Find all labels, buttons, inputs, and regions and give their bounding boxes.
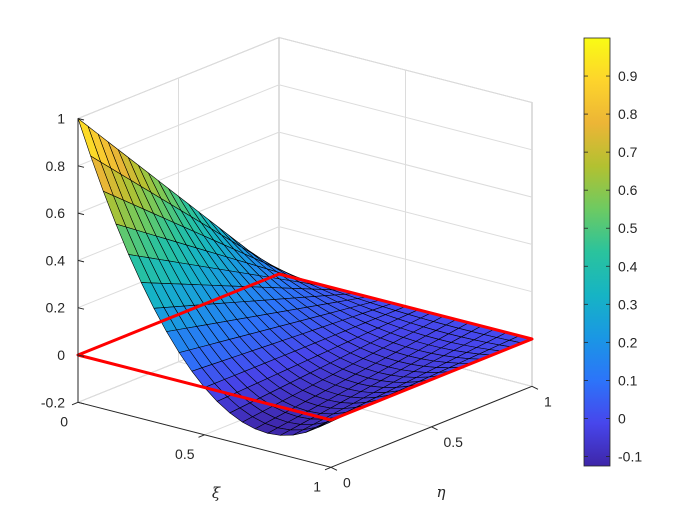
colorbar: -0.1 0 0.1 0.2 0.3 0.4 0.5 0.6 0.7 0.8 0.9 [583,37,642,467]
z-tick-label: -0.2 [41,394,65,410]
colorbar-tick-label: 0.7 [618,144,638,160]
x-tick-label: 1 [313,478,321,494]
y-tick-label: 1 [544,393,552,409]
colorbar-tick-label: 0.5 [618,220,638,236]
y-tick-mark [531,385,539,390]
z-tick-label: 0.2 [46,300,66,316]
surface-mesh [77,118,533,436]
z-gridline [77,84,533,167]
colorbar-tick-label: 0 [618,410,626,426]
z-tick-mark [77,118,85,121]
colorbar-tick-label: 0.2 [618,334,638,350]
colorbar-bar [583,37,611,467]
x-tick-mark [324,466,332,471]
x-tick-mark [198,434,205,438]
z-tick-mark [77,212,85,216]
x-tick-label: 0 [60,413,68,429]
y-tick-mark [330,466,338,471]
z-tick-label: 1 [57,111,65,127]
z-tick-mark [77,307,85,310]
x-axis-label: ξ [212,484,221,502]
colorbar-tick-label: 0.9 [618,68,638,84]
colorbar-tick-label: -0.1 [618,448,642,464]
y-tick-label: 0 [343,474,351,490]
y-axis-label: η [437,483,446,501]
colorbar-tick-label: 0.4 [618,258,638,274]
reference-square [76,272,534,422]
z-tick-label: 0 [57,347,65,363]
z-gridline [77,36,533,119]
colorbar-tick-label: 0.1 [618,372,638,388]
colorbar-tick-label: 0.6 [618,182,638,198]
axis-ticks: -0.2 0 0.2 0.4 0.6 0.8 1 0 0.5 1 0 0.5 1 [41,111,552,495]
z-tick-mark [77,354,85,357]
z-tick-label: 0.6 [46,205,66,221]
x-tick-label: 0.5 [175,446,195,462]
z-tick-label: 0.8 [46,158,66,174]
z-tick-mark [77,259,85,263]
y-tick-mark [431,426,438,431]
reference-element-outline [76,272,534,422]
colorbar-tick-label: 0.3 [618,296,638,312]
x-tick-mark [71,401,79,406]
z-tick-mark [77,165,85,168]
colorbar-tick-label: 0.8 [618,106,638,122]
z-tick-label: 0.4 [46,252,66,268]
y-tick-label: 0.5 [444,434,464,450]
